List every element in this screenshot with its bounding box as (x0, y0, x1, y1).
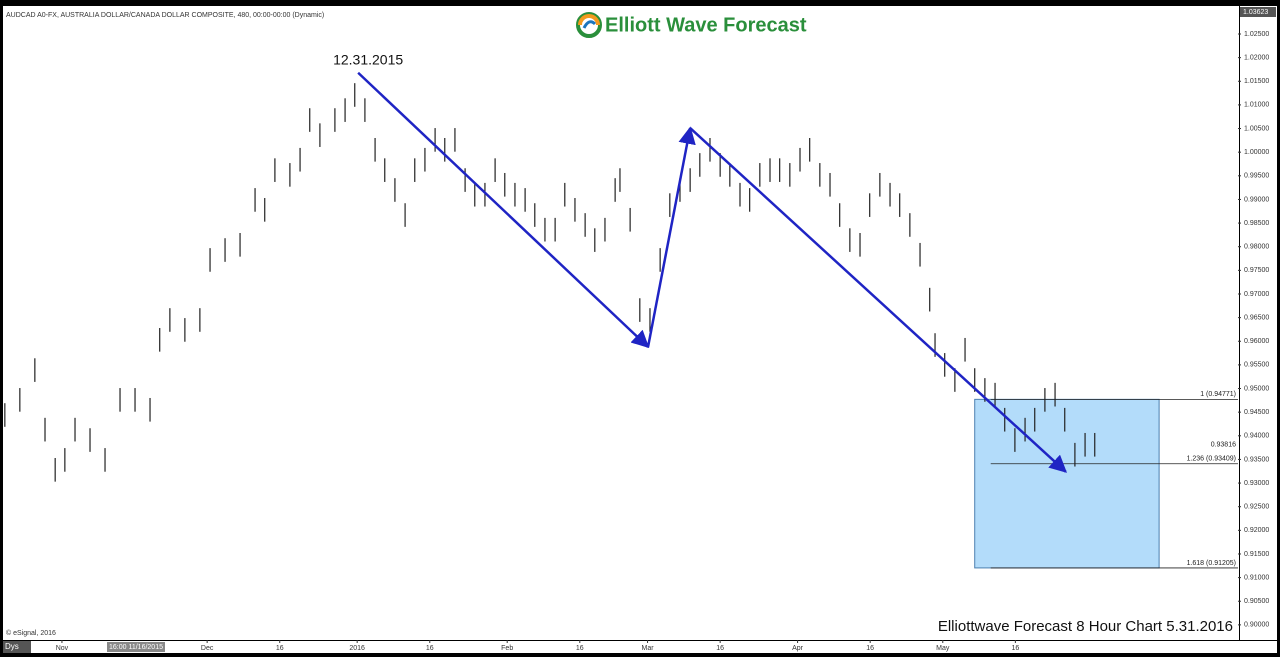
y-tick-label: 0.98000 (1244, 244, 1269, 251)
logo-wave (582, 20, 597, 29)
x-tick-label: 16 (716, 645, 724, 652)
wave-arrow (689, 127, 1067, 473)
y-tick-label: 0.95000 (1244, 385, 1269, 392)
y-tick-label: 0.95500 (1244, 362, 1269, 369)
y-tick-label: 1.00000 (1244, 149, 1269, 156)
fib-level-label: 1.236 (0.93409) (1187, 456, 1236, 463)
x-tick-label: Apr (792, 645, 804, 652)
annotation: 12.31.2015 (333, 51, 403, 67)
top-price-label: 1.03623 (1243, 9, 1268, 16)
y-tick-label: 0.91500 (1244, 551, 1269, 558)
fib-level-label: 1 (0.94771) (1200, 391, 1236, 398)
y-tick-label: 1.01000 (1244, 102, 1269, 109)
x-tick-label: 16 (866, 645, 874, 652)
y-tick-label: 0.93000 (1244, 480, 1269, 487)
y-tick-label: 0.90500 (1244, 598, 1269, 605)
cursor-date-box (107, 642, 165, 652)
y-tick-label: 0.97500 (1244, 267, 1269, 274)
fib-level-label: 1.618 (0.91205) (1187, 560, 1236, 567)
cursor-date: 16:00 11/16/2015 (109, 644, 163, 651)
period-box[interactable] (3, 641, 31, 653)
y-tick-label: 0.91000 (1244, 574, 1269, 581)
y-tick-label: 0.93500 (1244, 456, 1269, 463)
y-tick-label: 1.02000 (1244, 54, 1269, 61)
top-price-box (1240, 7, 1276, 17)
logo-text: Elliott Wave Forecast (605, 14, 807, 36)
wave-arrow (646, 126, 696, 348)
y-tick-label: 0.99500 (1244, 173, 1269, 180)
copyright: © eSignal, 2016 (6, 629, 56, 637)
x-tick-label: Nov (56, 645, 69, 652)
x-tick-label: Feb (501, 645, 513, 652)
y-tick-label: 0.98500 (1244, 220, 1269, 227)
y-tick-label: 0.99000 (1244, 196, 1269, 203)
y-tick-label: 0.96500 (1244, 314, 1269, 321)
last-price-label: 0.93816 (1211, 441, 1236, 448)
logo: Elliott Wave Forecast (576, 12, 807, 38)
y-tick-label: 0.94500 (1244, 409, 1269, 416)
time-axis (3, 641, 1277, 653)
logo-arc (578, 14, 600, 26)
x-tick-label: 16 (576, 645, 584, 652)
x-tick-label: 16 (276, 645, 284, 652)
x-tick-label: 16 (426, 645, 434, 652)
y-tick-label: 0.92000 (1244, 527, 1269, 534)
x-tick-label: May (936, 645, 950, 652)
x-tick-label: 16 (1011, 645, 1019, 652)
x-tick-label: 2016 (349, 645, 365, 652)
y-tick-label: 1.01500 (1244, 78, 1269, 85)
period-label[interactable]: Dys (5, 642, 19, 651)
y-tick-label: 0.92500 (1244, 504, 1269, 511)
y-tick-label: 0.96000 (1244, 338, 1269, 345)
wave-arrow (357, 71, 650, 349)
price-axis (1240, 6, 1277, 640)
y-tick-label: 0.94000 (1244, 433, 1269, 440)
y-tick-label: 1.02500 (1244, 31, 1269, 38)
x-tick-label: Dec (201, 645, 214, 652)
y-tick-label: 1.00500 (1244, 125, 1269, 132)
y-tick-label: 0.97000 (1244, 291, 1269, 298)
y-tick-label: 0.90000 (1244, 622, 1269, 629)
x-tick-label: Mar (642, 645, 655, 652)
chart-footer: Elliottwave Forecast 8 Hour Chart 5.31.2… (938, 618, 1233, 635)
fib-box (974, 398, 1160, 569)
chart-header: AUDCAD A0-FX, AUSTRALIA DOLLAR/CANADA DO… (6, 12, 324, 19)
